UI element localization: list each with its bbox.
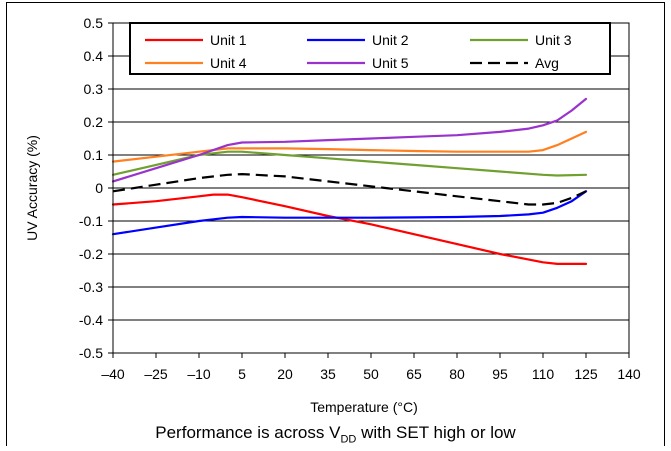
x-tick-label: 95: [492, 366, 508, 382]
x-tick-label: 35: [320, 366, 336, 382]
y-axis-title: UV Accuracy (%): [24, 135, 40, 241]
y-tick-label: 0.2: [84, 114, 104, 130]
axis-ticks: 0.5 0.4 0.3 0.2 0.1 0 -0.1 -0.2 -0.3 -0.4 -0.5 –40 –…: [79, 15, 641, 382]
x-axis-title: Temperature (°C): [310, 399, 418, 415]
series-line-unit-4: [111, 130, 588, 163]
x-tick-label: 50: [363, 366, 379, 382]
chart-caption: Performance is across VDD with SET high …: [0, 423, 671, 445]
y-tick-label: 0.1: [84, 147, 104, 163]
legend-label: Unit 5: [372, 55, 409, 71]
legend-label: Unit 1: [210, 32, 247, 48]
figure-frame: [6, 2, 665, 446]
x-tick-label: –25: [144, 366, 168, 382]
x-tick-label: 65: [406, 366, 422, 382]
x-tick-label: 20: [277, 366, 293, 382]
legend-label: Unit 2: [372, 32, 409, 48]
legend-label: Unit 4: [210, 55, 247, 71]
y-tick-label: -0.2: [79, 246, 103, 262]
series-layer: [111, 97, 588, 265]
y-tick-label: -0.3: [79, 279, 103, 295]
x-tick-label: 80: [449, 366, 465, 382]
x-tick-label: 140: [617, 366, 641, 382]
x-tick-label: 5: [238, 366, 246, 382]
legend-label: Avg: [535, 55, 559, 71]
legend: Unit 1 Unit 2 Unit 3 Unit 4 Unit 5 Avg: [129, 22, 611, 75]
x-tick-label: –40: [101, 366, 125, 382]
series-line-unit-1: [111, 193, 588, 265]
y-tick-label: 0.4: [84, 48, 104, 64]
y-tick-label: 0.3: [84, 81, 104, 97]
y-tick-label: 0: [95, 180, 103, 196]
x-tick-label: –10: [187, 366, 211, 382]
y-tick-label: -0.5: [79, 345, 103, 361]
series-line-avg: [112, 173, 587, 206]
y-tick-label: -0.4: [79, 312, 103, 328]
caption-tail: with SET high or low: [356, 423, 516, 442]
series-line-unit-5: [111, 97, 588, 183]
y-tick-label: -0.1: [79, 213, 103, 229]
series-line-unit-2: [111, 190, 588, 236]
y-tick-label: 0.5: [84, 15, 104, 31]
legend-box: [129, 22, 611, 75]
grid: [113, 55, 629, 321]
caption-subscript: DD: [340, 433, 357, 446]
legend-label: Unit 3: [535, 32, 572, 48]
x-tick-label: 125: [574, 366, 598, 382]
caption-main: Performance is across V: [155, 423, 341, 442]
x-tick-label: 110: [532, 366, 555, 382]
